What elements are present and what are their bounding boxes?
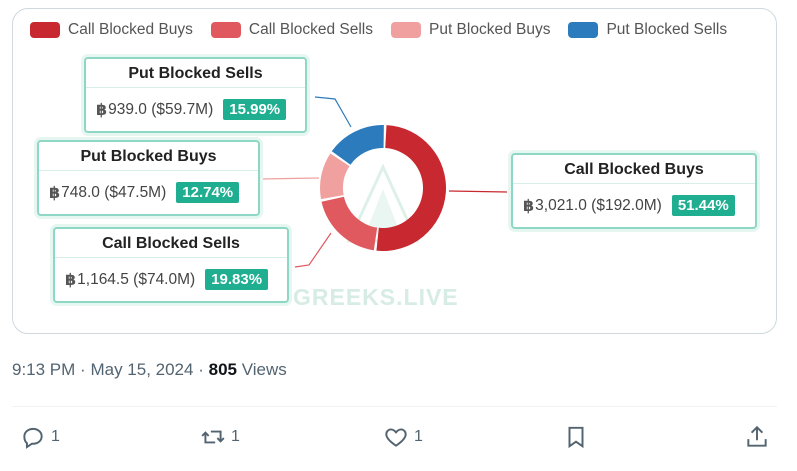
action-bar: 1 1 1 <box>0 420 797 460</box>
callout-title: Put Blocked Sells <box>86 59 305 88</box>
callout-title: Put Blocked Buys <box>39 142 258 171</box>
meta-separator: · <box>80 360 86 379</box>
bitcoin-icon: ฿ <box>96 101 108 119</box>
bitcoin-icon: ฿ <box>65 271 77 289</box>
chart-legend: Call Blocked Buys Call Blocked Sells Put… <box>30 20 745 40</box>
legend-item-put-blocked-sells[interactable]: Put Blocked Sells <box>568 21 727 39</box>
callout-value: 1,164.5 ($74.0M) <box>77 270 196 288</box>
views-label: Views <box>241 360 287 379</box>
legend-swatch <box>30 22 60 38</box>
chart-card[interactable]: Call Blocked Buys Call Blocked Sells Put… <box>12 8 777 334</box>
callout-body: ฿ 3,021.0 ($192.0M) 51.44% <box>513 184 755 227</box>
slice-put-blocked-sells[interactable] <box>331 125 384 165</box>
callout-title: Call Blocked Sells <box>55 229 287 258</box>
meta-separator: · <box>198 360 204 379</box>
callout-value: 3,021.0 ($192.0M) <box>535 196 662 214</box>
leader-line-put-buys <box>260 177 320 180</box>
repost-count: 1 <box>231 428 240 445</box>
legend-item-put-blocked-buys[interactable]: Put Blocked Buys <box>390 21 551 39</box>
legend-swatch <box>390 22 421 38</box>
legend-label: Put Blocked Sells <box>606 21 728 38</box>
leader-line-put-sells <box>314 96 352 128</box>
post-meta: 9:13 PM · May 15, 2024 · 805 Views <box>12 360 287 380</box>
legend-label: Put Blocked Buys <box>428 21 551 38</box>
post-time[interactable]: 9:13 PM <box>12 360 76 379</box>
like-button[interactable]: 1 <box>383 424 423 450</box>
legend-item-call-blocked-sells[interactable]: Call Blocked Sells <box>210 21 373 39</box>
share-button[interactable] <box>744 424 770 450</box>
repost-button[interactable]: 1 <box>200 424 240 450</box>
callout-call-blocked-buys[interactable]: Call Blocked Buys ฿ 3,021.0 ($192.0M) 51… <box>511 153 757 229</box>
percent-badge: 15.99% <box>223 99 287 120</box>
divider <box>12 406 777 407</box>
slice-call-blocked-sells[interactable] <box>321 196 378 251</box>
bookmark-button[interactable] <box>563 424 589 450</box>
callout-body: ฿ 1,164.5 ($74.0M) 19.83% <box>55 258 287 301</box>
reply-icon <box>23 427 43 449</box>
reply-button[interactable]: 1 <box>20 424 60 450</box>
leader-line-call-sells <box>294 232 332 268</box>
callout-put-blocked-buys[interactable]: Put Blocked Buys ฿ 748.0 ($47.5M) 12.74% <box>37 140 260 216</box>
legend-swatch <box>210 22 241 38</box>
leader-line-call-buys <box>448 190 508 193</box>
callout-call-blocked-sells[interactable]: Call Blocked Sells ฿ 1,164.5 ($74.0M) 19… <box>53 227 289 303</box>
legend-item-call-blocked-buys[interactable]: Call Blocked Buys <box>30 21 193 39</box>
post-date[interactable]: May 15, 2024 <box>90 360 194 379</box>
reply-count: 1 <box>51 428 60 445</box>
bitcoin-icon: ฿ <box>523 197 535 215</box>
percent-badge: 12.74% <box>176 182 240 203</box>
repost-icon <box>201 430 225 444</box>
callout-title: Call Blocked Buys <box>513 155 755 184</box>
watermark-text: GREEKS.LIVE <box>293 284 459 310</box>
callout-body: ฿ 939.0 ($59.7M) 15.99% <box>86 88 305 131</box>
slice-call-blocked-buys[interactable] <box>376 125 446 251</box>
legend-swatch <box>568 22 599 38</box>
donut-chart <box>260 96 508 268</box>
callout-value: 748.0 ($47.5M) <box>61 183 167 201</box>
percent-badge: 51.44% <box>671 195 735 216</box>
legend-label: Call Blocked Buys <box>68 21 193 38</box>
like-count: 1 <box>414 428 423 445</box>
legend-label: Call Blocked Sells <box>248 21 373 38</box>
heart-icon <box>385 428 407 447</box>
slice-put-blocked-buys[interactable] <box>320 153 350 200</box>
callout-value: 939.0 ($59.7M) <box>108 100 214 118</box>
callout-body: ฿ 748.0 ($47.5M) 12.74% <box>39 171 258 214</box>
callout-put-blocked-sells[interactable]: Put Blocked Sells ฿ 939.0 ($59.7M) 15.99… <box>84 57 307 133</box>
percent-badge: 19.83% <box>205 269 269 290</box>
views-count: 805 <box>208 360 237 379</box>
donut-slices <box>320 125 446 251</box>
bookmark-icon <box>568 426 584 449</box>
bitcoin-icon: ฿ <box>49 184 61 202</box>
share-icon <box>747 425 767 447</box>
